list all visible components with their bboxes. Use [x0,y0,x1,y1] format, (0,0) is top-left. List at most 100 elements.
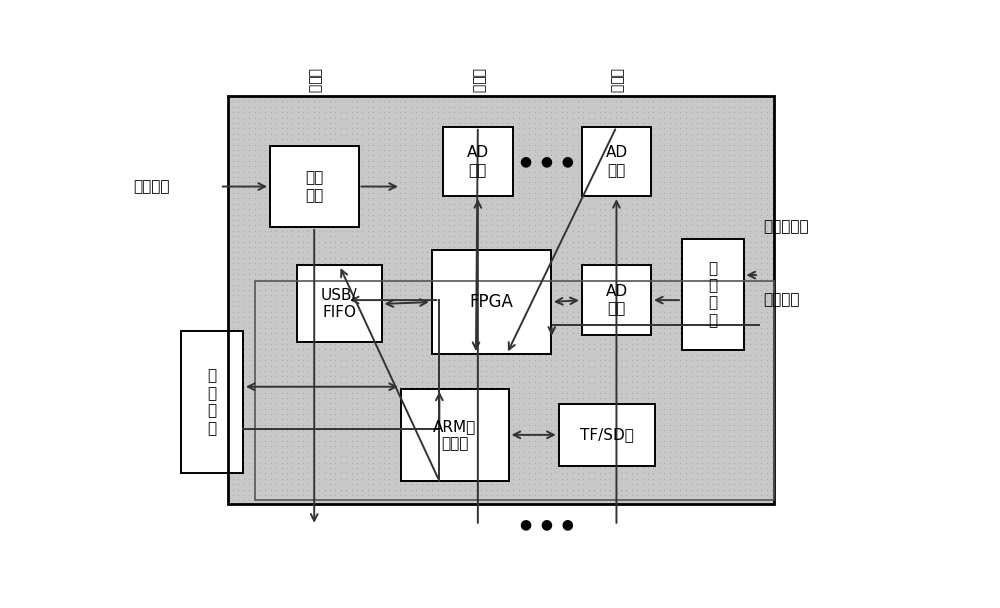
Point [349,145,365,155]
Point [705,274,721,284]
Point [338,436,354,446]
Point [521,371,537,381]
Point [381,269,397,279]
Point [468,188,484,198]
Point [662,334,678,344]
Point [532,490,548,500]
Point [484,312,500,322]
Point [478,490,494,500]
Point [710,172,726,182]
Point [662,436,678,446]
Point [737,296,753,306]
Point [419,409,435,419]
Point [317,496,333,505]
Point [268,496,284,505]
Point [597,253,613,263]
Point [575,199,591,209]
Point [252,156,268,165]
Point [484,490,500,500]
Point [311,258,327,268]
Point [365,221,381,230]
Point [613,247,629,257]
Point [575,172,591,182]
Point [753,226,769,236]
Point [500,199,516,209]
Point [473,156,489,165]
Point [424,253,440,263]
Point [742,156,758,165]
Point [742,183,758,193]
Point [710,388,726,398]
Point [295,398,311,408]
Point [613,215,629,225]
Point [715,183,731,193]
Point [424,334,440,344]
Point [759,371,775,381]
Point [424,215,440,225]
Point [613,485,629,494]
Point [667,151,683,161]
Point [451,393,467,402]
Point [543,328,559,338]
Point [457,285,473,295]
Point [257,188,273,198]
Point [462,145,478,155]
Point [586,151,602,161]
Point [581,253,597,263]
Point [468,156,484,165]
Point [732,441,748,451]
Point [505,334,521,344]
Point [565,469,581,478]
Point [284,129,300,139]
Point [608,210,624,219]
Point [678,339,694,349]
Point [559,350,575,360]
Point [441,496,457,505]
Point [543,496,559,505]
Point [317,490,333,500]
Point [592,199,608,209]
Point [263,140,279,150]
Point [284,458,300,468]
Point [360,350,376,360]
Point [683,215,699,225]
Point [354,151,370,161]
Point [651,436,667,446]
Point [451,140,467,150]
Point [672,253,688,263]
Point [548,328,564,338]
Point [651,302,667,311]
Point [478,231,494,241]
Point [468,269,484,279]
Point [484,134,500,144]
Point [257,312,273,322]
Point [230,140,246,150]
Point [311,226,327,236]
Point [538,485,554,494]
Point [662,253,678,263]
Point [629,193,645,203]
Point [662,430,678,440]
Point [629,409,645,419]
Point [710,323,726,333]
Point [608,366,624,376]
Point [737,485,753,494]
Point [715,296,731,306]
Point [441,97,457,106]
Point [759,291,775,300]
Point [354,172,370,182]
Point [322,452,338,462]
Point [392,479,408,489]
Point [435,280,451,289]
Point [247,382,263,392]
Point [565,447,581,457]
Point [554,361,570,370]
Point [575,323,591,333]
Point [257,226,273,236]
Point [457,302,473,311]
Point [624,430,640,440]
Point [241,156,257,165]
Point [247,420,263,430]
Point [565,172,581,182]
Point [689,350,705,360]
